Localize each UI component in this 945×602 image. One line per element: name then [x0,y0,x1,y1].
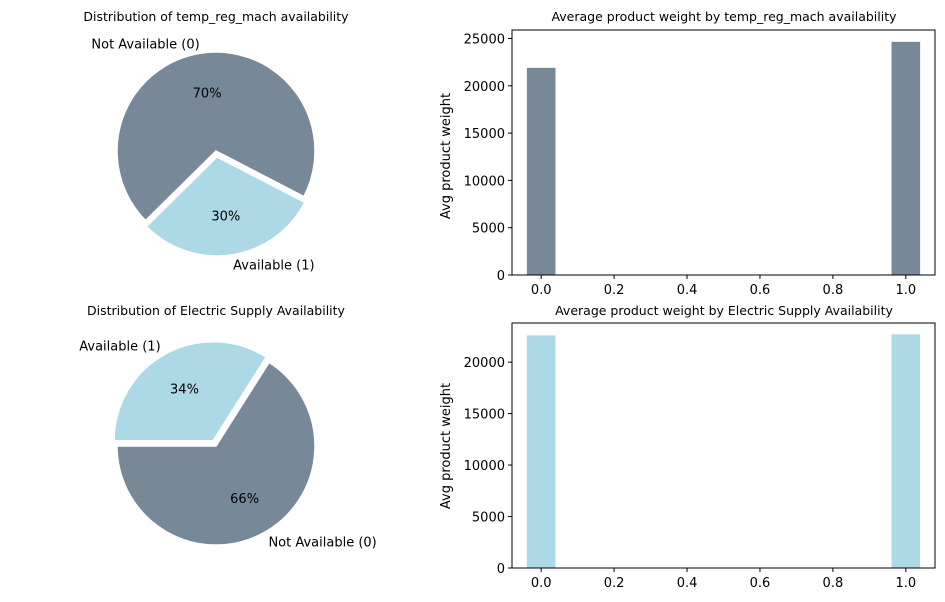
bar [526,67,556,276]
y-axis-label: Avg product weight [439,93,454,219]
axes-frame [511,29,936,276]
slice-category-label: Available (1) [233,259,314,274]
x-tick-label: 0.8 [823,283,844,298]
pie-electric-supply: Distribution of Electric Supply Availabi… [79,303,377,550]
chart-title: Distribution of Electric Supply Availabi… [87,303,346,318]
y-tick-label: 20000 [464,356,505,371]
pie-slice [116,361,316,546]
bar-electric-supply: Average product weight by Electric Suppl… [439,303,936,591]
slice-percent-label: 70% [193,86,222,101]
slice-category-label: Not Available (0) [91,37,199,52]
pie-slice [116,51,316,222]
y-tick-label: 15000 [464,408,505,423]
y-tick-label: 0 [497,562,505,577]
slice-category-label: Available (1) [79,339,160,354]
x-tick-label: 0.0 [531,576,552,591]
slice-category-label: Not Available (0) [268,535,376,550]
bar [526,335,556,568]
y-tick-label: 5000 [472,511,505,526]
x-tick-label: 0.6 [750,283,771,298]
y-tick-label: 5000 [472,222,505,237]
bar [891,41,921,275]
x-tick-label: 0.4 [677,576,698,591]
x-tick-label: 1.0 [895,283,916,298]
y-tick-label: 25000 [464,33,505,48]
y-tick-label: 15000 [464,127,505,142]
x-tick-label: 0.8 [823,576,844,591]
x-tick-label: 0.2 [604,283,625,298]
x-tick-label: 1.0 [895,576,916,591]
chart-title: Average product weight by temp_reg_mach … [551,9,897,24]
pie-temp-reg-mach: Distribution of temp_reg_mach availabili… [83,9,349,274]
y-tick-label: 10000 [464,459,505,474]
chart-title: Distribution of temp_reg_mach availabili… [83,9,349,24]
bar [891,334,921,568]
slice-percent-label: 66% [230,492,259,507]
slice-percent-label: 34% [170,383,199,398]
x-tick-label: 0.6 [750,576,771,591]
axes-frame [511,322,936,569]
y-tick-label: 20000 [464,80,505,95]
pie-slice [113,340,268,442]
y-axis-label: Avg product weight [439,383,454,509]
pie-slice [145,156,306,257]
slice-percent-label: 30% [211,210,240,225]
y-tick-label: 10000 [464,174,505,189]
bar-temp-reg-mach: Average product weight by temp_reg_mach … [439,9,936,298]
chart-title: Average product weight by Electric Suppl… [555,303,893,318]
x-tick-label: 0.4 [677,283,698,298]
x-tick-label: 0.0 [531,283,552,298]
x-tick-label: 0.2 [604,576,625,591]
y-tick-label: 0 [497,269,505,284]
